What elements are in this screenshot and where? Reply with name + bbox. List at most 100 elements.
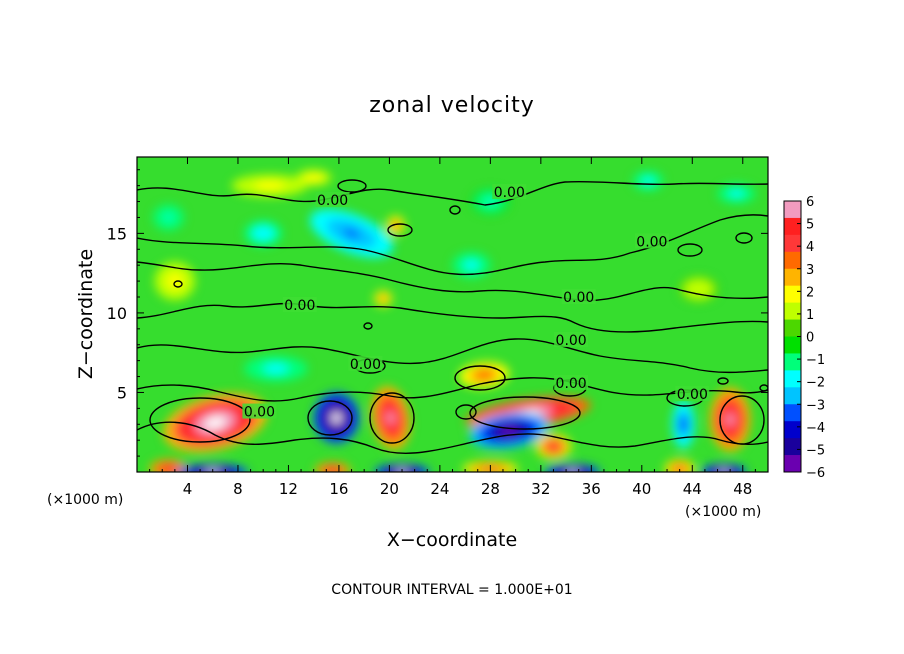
colorbar-swatch [784, 353, 801, 371]
velocity-blob [154, 262, 196, 301]
velocity-blob [371, 386, 411, 450]
velocity-blob-level [645, 178, 652, 183]
zero-contour-line [137, 180, 768, 206]
colorbar-swatch [784, 438, 801, 456]
zero-contour-closed [454, 365, 506, 391]
velocity-blob-level [732, 191, 741, 196]
colorbar-swatch [784, 336, 801, 354]
zero-contour-line [137, 338, 768, 374]
velocity-blob [664, 459, 695, 472]
x-tick-label: 20 [380, 480, 399, 498]
colorbar-tick-label: 6 [806, 195, 814, 210]
zero-contour-closed [369, 392, 415, 444]
velocity-blob-level [259, 230, 267, 236]
contour-label-bg [282, 296, 317, 312]
velocity-blob-level [343, 228, 360, 239]
x-tick-label: 16 [329, 480, 348, 498]
x-axis-title: X−coordinate [387, 529, 517, 551]
velocity-blob-level [381, 297, 385, 301]
velocity-blob-level [310, 176, 318, 180]
x-unit-label-left: (×1000 m) [47, 492, 123, 508]
velocity-blob [244, 220, 283, 247]
zero-contour-closed [363, 322, 373, 330]
x-tick-label: 36 [582, 480, 601, 498]
y-axis: 5 10 15 [107, 169, 768, 457]
velocity-blob-level [681, 419, 686, 430]
x-tick-label: 32 [531, 480, 550, 498]
velocity-blob-level [165, 214, 172, 220]
contour-label: 0.00 [284, 298, 315, 314]
colorbar-tick-label: −6 [806, 466, 825, 481]
zero-contour-closed [469, 396, 581, 430]
contour-label: 0.00 [317, 193, 348, 209]
contour-label: 0.00 [350, 357, 381, 373]
velocity-blob-level [726, 413, 735, 426]
x-tick-label: 8 [233, 480, 243, 498]
colorbar-tick-label: 1 [806, 308, 814, 323]
velocity-blob-level [261, 183, 278, 188]
velocity-blob [374, 290, 392, 307]
contour-label-bg [554, 374, 589, 390]
x-tick-label: 44 [683, 480, 702, 498]
x-tick-label: 48 [733, 480, 752, 498]
zero-contour-closed [149, 397, 251, 443]
velocity-blob [231, 174, 308, 197]
velocity-blob [309, 209, 394, 258]
zero-contour-closed [719, 395, 765, 445]
velocity-blob [701, 464, 747, 472]
colorbar-swatch [784, 319, 801, 337]
y-axis-title: Z−coordinate [75, 249, 97, 379]
chart-title: zonal velocity [369, 93, 535, 118]
velocity-blob [314, 462, 351, 472]
zero-contour-closed [717, 377, 729, 385]
velocity-blob [452, 252, 491, 278]
contour-label-bg [561, 289, 596, 304]
zero-contour-closed [449, 205, 461, 215]
velocity-blob [717, 184, 756, 204]
velocity-blob [313, 392, 360, 444]
x-axis: 4 8 12 16 20 24 28 32 36 40 44 48 [149, 157, 756, 498]
colorbar-tick-label: 3 [806, 263, 814, 278]
contour-label-bg [675, 386, 710, 402]
velocity-blob [149, 459, 188, 472]
zero-contours [137, 179, 768, 454]
colorbar: 6 5 4 3 2 1 0 −1 −2 −3 −4 −5 −6 [783, 195, 825, 481]
velocity-blob [632, 171, 664, 191]
zero-contour-closed [759, 384, 768, 392]
velocity-blob-level [479, 372, 490, 378]
y-tick-label: 15 [107, 224, 127, 243]
velocity-blob-level [386, 411, 395, 425]
x-tick-label: 40 [632, 480, 651, 498]
zero-contour-closed [735, 232, 753, 244]
colorbar-tick-label: 4 [806, 240, 814, 255]
zero-contour-closed [337, 179, 367, 193]
colorbar-swatch [784, 285, 801, 304]
colorbar-tick-label: −3 [806, 398, 825, 413]
contour-label: 0.00 [636, 234, 667, 250]
plot-area: 0.00 0.00 0.00 0.00 0.00 0.00 0.00 0.00 0.00 0.00 [136, 156, 769, 473]
velocity-blob-level [467, 262, 476, 268]
colorbar-swatch [784, 251, 801, 270]
velocity-blob-level [676, 466, 683, 471]
contour-label: 0.00 [494, 185, 525, 201]
velocity-blob [544, 464, 601, 472]
x-unit-label-right: (×1000 m) [685, 504, 761, 520]
velocity-blob [153, 204, 184, 231]
x-tick-label: 4 [183, 480, 193, 498]
velocity-blob-level [204, 416, 226, 429]
colorbar-swatch [784, 370, 801, 388]
zero-contour-closed [677, 243, 703, 257]
velocity-blob-level [549, 444, 557, 450]
colorbar-swatch [784, 234, 801, 253]
zero-contour-line [137, 261, 768, 302]
velocity-blob [679, 276, 718, 302]
colorbar-tick-label: 5 [806, 218, 814, 233]
zero-contour-line [137, 302, 768, 333]
zero-contour-closed [387, 223, 413, 237]
colorbar-swatch [784, 421, 801, 439]
y-tick-label: 5 [117, 383, 127, 402]
velocity-blob [244, 355, 308, 382]
contour-label: 0.00 [556, 376, 587, 392]
zero-contour-closed [307, 400, 353, 436]
x-tick-label: 28 [481, 480, 500, 498]
